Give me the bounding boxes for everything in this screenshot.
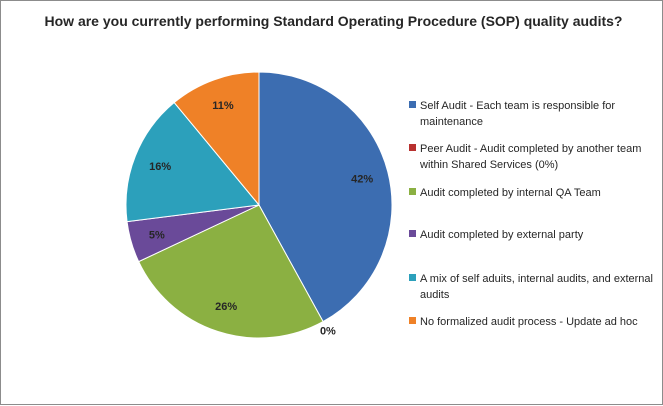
legend-label: Self Audit - Each team is responsible fo…	[420, 100, 616, 128]
pie-slice	[258, 71, 393, 323]
legend-label: A mix of self aduits, internal audits, a…	[420, 273, 653, 301]
pie-slice	[173, 71, 260, 207]
legend-swatch	[409, 144, 416, 151]
pie-slice	[137, 204, 324, 339]
legend-label: Audit completed by internal QA Team	[420, 187, 601, 199]
legend-label: Audit completed by external party	[420, 229, 584, 241]
legend-swatch	[409, 317, 416, 324]
pie-slice	[125, 101, 260, 223]
data-label: 5%	[149, 230, 165, 242]
data-label: 26%	[215, 301, 237, 313]
legend-swatch	[409, 188, 416, 195]
legend-swatch	[409, 230, 416, 237]
legend-swatch	[409, 274, 416, 281]
data-label: 11%	[212, 100, 234, 112]
data-label: 16%	[149, 161, 171, 173]
chart-title: How are you currently performing Standar…	[44, 13, 623, 29]
legend-swatch	[409, 101, 416, 108]
data-label: 42%	[351, 174, 373, 186]
data-label: 0%	[320, 325, 336, 337]
legend-label: Peer Audit - Audit completed by another …	[420, 143, 642, 171]
legend-label: No formalized audit process - Update ad …	[420, 316, 638, 328]
